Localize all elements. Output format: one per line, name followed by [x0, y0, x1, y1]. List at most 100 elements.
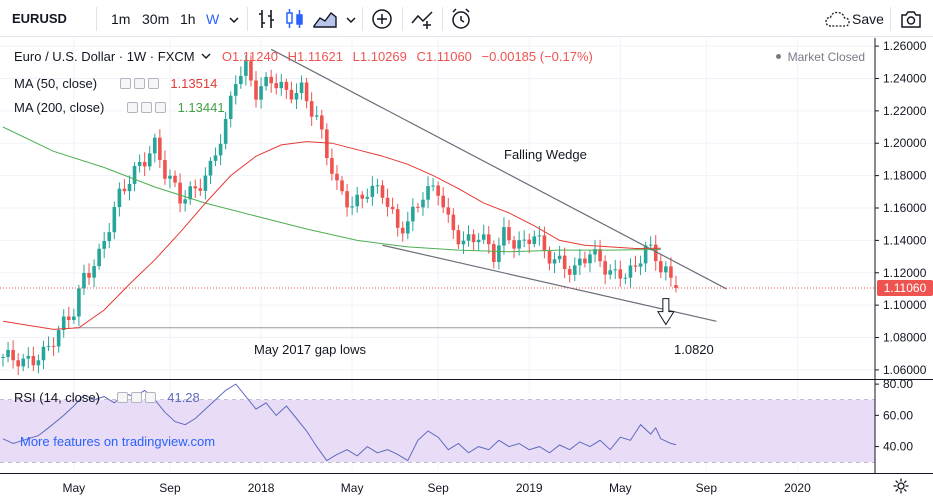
candle-body [203, 175, 208, 191]
promo-link[interactable]: More features on tradingview.com [20, 434, 216, 449]
candle-body [416, 206, 420, 208]
more-icon[interactable] [144, 392, 156, 403]
interval-w[interactable]: W [206, 11, 220, 27]
wedge-trendline [382, 244, 717, 322]
ma200-legend[interactable]: MA (200, close) 1.13441 [14, 100, 225, 115]
alarm-clock-icon[interactable] [449, 7, 473, 31]
candle-body [436, 185, 440, 196]
candle-body [653, 244, 658, 262]
candle-body [102, 241, 106, 249]
rsi-legend[interactable]: RSI (14, close) 41.28 [14, 390, 200, 405]
candle-body [46, 345, 51, 347]
candle-body [127, 183, 132, 192]
candle-body [223, 119, 228, 144]
gear-icon[interactable] [130, 392, 142, 403]
candle-body [330, 158, 334, 174]
ohlc-low: L1.10269 [352, 49, 407, 64]
candle-body [674, 285, 678, 288]
candle-body [314, 115, 319, 117]
candle-body [335, 173, 339, 181]
candle-body [608, 270, 612, 275]
ma50-value: 1.13514 [170, 76, 218, 91]
candle-body [502, 227, 506, 246]
y-tick-label: 1.24000 [883, 71, 927, 85]
candle-body [360, 194, 365, 199]
y-tick-label: 1.08000 [883, 331, 927, 345]
rsi-tick-label: 40.00 [883, 440, 913, 454]
candle-body [633, 265, 638, 267]
chevron-down-icon[interactable] [227, 13, 241, 27]
gear-icon[interactable] [892, 477, 910, 495]
y-tick-label: 1.16000 [883, 201, 927, 215]
candle-body [441, 195, 446, 208]
candle-body [400, 227, 405, 234]
eye-icon[interactable] [116, 392, 128, 403]
candle-body [198, 188, 203, 191]
candle-body [623, 277, 628, 279]
gear-icon[interactable] [133, 78, 145, 89]
interval-1h[interactable]: 1h [180, 11, 196, 27]
cloud-icon[interactable] [824, 9, 854, 29]
chevron-down-icon[interactable] [200, 51, 212, 61]
camera-icon[interactable] [899, 8, 923, 30]
candle-body [193, 186, 198, 189]
interval-30m[interactable]: 30m [142, 11, 170, 27]
candle-body [274, 83, 279, 89]
candles-style-icon[interactable] [284, 7, 306, 31]
candle-body [557, 255, 562, 260]
more-icon[interactable] [147, 78, 159, 89]
bars-style-icon[interactable] [256, 7, 278, 31]
candle-body [547, 251, 552, 264]
more-icon[interactable] [154, 102, 166, 113]
add-indicator-icon[interactable] [370, 7, 394, 31]
ma50-legend[interactable]: MA (50, close) 1.13514 [14, 76, 217, 91]
candle-body [16, 360, 20, 367]
x-tick-label: Sep [159, 481, 181, 495]
toolbar-divider [96, 7, 97, 31]
candle-body [122, 188, 127, 192]
candle-body [87, 272, 91, 278]
area-style-icon[interactable] [312, 8, 338, 30]
candle-body [345, 191, 349, 208]
symbol-title: Euro / U.S. Dollar · 1W · FXCM [14, 49, 195, 64]
gear-icon[interactable] [140, 102, 152, 113]
ma200-value: 1.13441 [177, 100, 225, 115]
y-tick-label: 1.10000 [883, 298, 927, 312]
chevron-down-icon[interactable] [344, 13, 358, 27]
candle-body [1, 356, 5, 358]
candle-body [492, 244, 496, 262]
candle-body [542, 235, 547, 252]
toolbar-divider [890, 7, 891, 31]
candle-body [638, 263, 643, 267]
candle-body [168, 175, 172, 179]
candle-body [244, 61, 248, 76]
candle-body [158, 137, 162, 161]
candle-body [325, 129, 329, 159]
candle-body [537, 235, 542, 237]
x-tick-label: May [63, 481, 86, 495]
candle-body [147, 153, 152, 167]
rsi-band [0, 399, 875, 463]
x-tick-label: 2018 [248, 481, 275, 495]
candle-body [279, 81, 284, 89]
candle-body [178, 182, 182, 204]
eye-icon[interactable] [119, 78, 131, 89]
candle-body [284, 81, 289, 90]
candle-body [426, 186, 430, 200]
interval-1m[interactable]: 1m [111, 11, 131, 27]
symbol-search[interactable]: EURUSD [12, 11, 67, 26]
eye-icon[interactable] [126, 102, 138, 113]
candle-body [572, 265, 577, 275]
candle-body [481, 234, 486, 240]
save-button[interactable]: Save [852, 11, 884, 27]
x-tick-label: 2019 [516, 481, 543, 495]
compare-icon[interactable] [410, 7, 436, 31]
target-arrow-icon [656, 298, 675, 326]
toolbar-divider [402, 7, 403, 31]
x-tick-label: 2020 [784, 481, 811, 495]
candle-body [669, 266, 673, 278]
candle-body [239, 75, 243, 85]
candle-body [264, 76, 268, 87]
candle-body [365, 196, 370, 199]
market-status: Market Closed [776, 50, 865, 64]
